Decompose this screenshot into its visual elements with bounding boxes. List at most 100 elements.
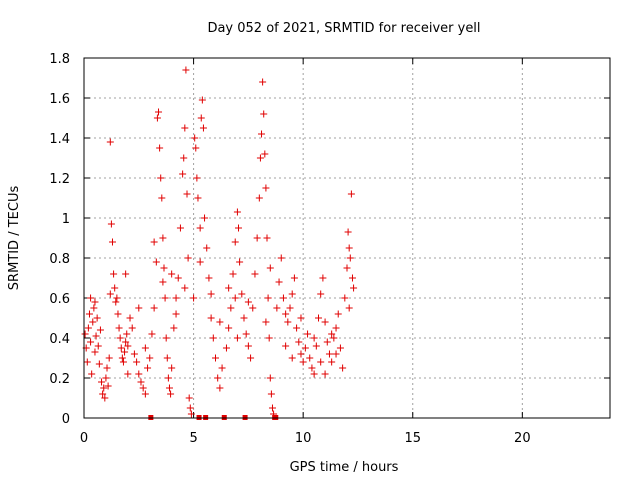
- data-point: [92, 332, 100, 340]
- data-point: [104, 382, 112, 390]
- data-point: [328, 330, 336, 338]
- x-tick-label: 0: [80, 431, 88, 446]
- data-point: [260, 110, 268, 118]
- y-tick-label: 1: [62, 212, 70, 227]
- data-point: [110, 270, 118, 278]
- data-point: [159, 234, 167, 242]
- data-point: [172, 310, 180, 318]
- data-point: [185, 394, 193, 402]
- data-point: [231, 238, 239, 246]
- data-point: [167, 390, 175, 398]
- data-point: [275, 278, 283, 286]
- data-point: [107, 220, 115, 228]
- data-point: [238, 290, 246, 298]
- data-point: [295, 338, 303, 346]
- data-point: [101, 394, 109, 402]
- data-point: [216, 318, 224, 326]
- data-point: [304, 330, 312, 338]
- data-point: [105, 354, 113, 362]
- data-point: [106, 138, 114, 146]
- data-point: [214, 374, 222, 382]
- data-point: [265, 334, 273, 342]
- data-point: [89, 318, 97, 326]
- data-point: [266, 264, 274, 272]
- data-point: [172, 294, 180, 302]
- data-point: [225, 284, 233, 292]
- y-tick-label: 0.8: [49, 252, 70, 267]
- data-point: [108, 238, 116, 246]
- data-point: [297, 314, 305, 322]
- chart-title: Day 052 of 2021, SRMTID for receiver yel…: [207, 21, 480, 36]
- data-point: [146, 354, 154, 362]
- data-point: [240, 314, 248, 322]
- data-point: [328, 358, 336, 366]
- data-point: [91, 298, 99, 306]
- data-point: [344, 228, 352, 236]
- data-point: [325, 350, 333, 358]
- data-point: [190, 294, 198, 302]
- data-points: [81, 66, 358, 420]
- data-point: [279, 294, 287, 302]
- data-point: [235, 224, 243, 232]
- data-point: [98, 378, 106, 386]
- data-point: [128, 324, 136, 332]
- data-point: [233, 208, 241, 216]
- data-point: [288, 290, 296, 298]
- data-point: [115, 324, 123, 332]
- data-point: [182, 66, 190, 74]
- data-point: [247, 354, 255, 362]
- data-point: [135, 304, 143, 312]
- data-point: [263, 234, 271, 242]
- data-point: [244, 342, 252, 350]
- data-point: [207, 290, 215, 298]
- data-point: [161, 294, 169, 302]
- x-axis-label: GPS time / hours: [290, 460, 399, 475]
- data-point: [321, 318, 329, 326]
- y-tick-label: 1.8: [49, 52, 70, 67]
- data-point: [332, 324, 340, 332]
- data-point: [148, 330, 156, 338]
- data-point: [334, 310, 342, 318]
- y-tick-label: 0.2: [49, 372, 70, 387]
- data-point: [284, 318, 292, 326]
- data-point: [312, 342, 320, 350]
- data-point: [87, 294, 95, 302]
- data-point: [310, 334, 318, 342]
- data-point: [262, 318, 270, 326]
- x-tick-label: 20: [514, 431, 531, 446]
- data-point: [81, 330, 89, 338]
- data-point: [170, 324, 178, 332]
- data-point: [348, 274, 356, 282]
- data-point: [236, 258, 244, 266]
- data-point: [323, 338, 331, 346]
- data-point: [330, 334, 338, 342]
- tick-labels: 0 0.2 0.4 0.6 0.8 1 1.2 1.4 1.6 1.8 0 5 10 15 20: [49, 52, 530, 446]
- data-point: [256, 154, 264, 162]
- data-point: [95, 360, 103, 368]
- data-point: [135, 370, 143, 378]
- data-point: [222, 344, 230, 352]
- data-point: [216, 384, 224, 392]
- data-point: [137, 378, 145, 386]
- data-point: [152, 258, 160, 266]
- data-point: [319, 274, 327, 282]
- data-point: [297, 350, 305, 358]
- data-point: [267, 390, 275, 398]
- data-point: [157, 174, 165, 182]
- data-point: [196, 224, 204, 232]
- data-point: [347, 190, 355, 198]
- data-point: [242, 330, 250, 338]
- data-point: [103, 364, 111, 372]
- data-point: [100, 384, 108, 392]
- data-point: [117, 344, 125, 352]
- data-point: [96, 326, 104, 334]
- data-point: [259, 78, 267, 86]
- data-point: [199, 124, 207, 132]
- data-point: [227, 304, 235, 312]
- y-tick-label: 0.4: [49, 332, 70, 347]
- data-point: [346, 254, 354, 262]
- data-point: [180, 154, 188, 162]
- data-point: [332, 350, 340, 358]
- data-point: [191, 134, 199, 142]
